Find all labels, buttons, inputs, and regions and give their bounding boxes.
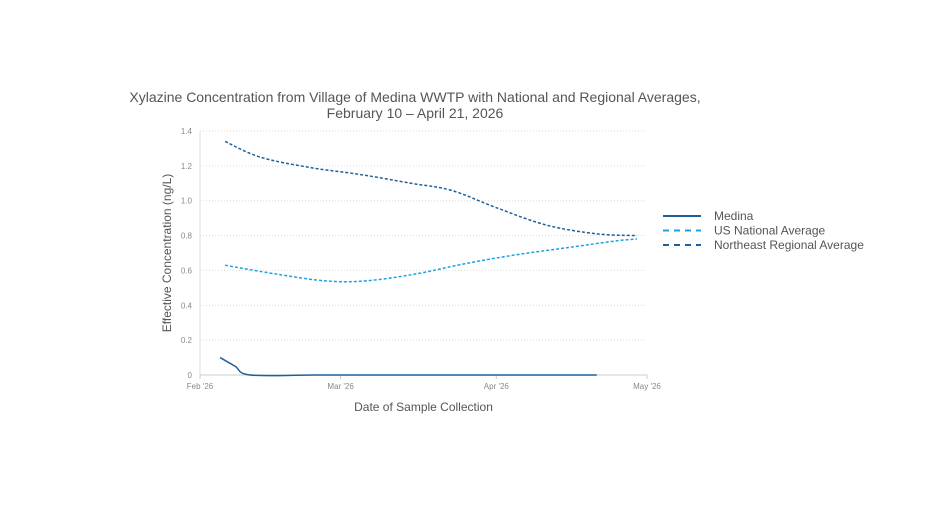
x-tick-label: Apr '26 xyxy=(484,382,510,391)
axis-layer: 0 0.2 0.4 0.6 0.8 1.0 1.2 1.4 Feb '26 Mar '26 Apr … xyxy=(181,127,662,391)
chart-title: Xylazine Concentration from Village of M… xyxy=(120,89,710,121)
series-line-medina xyxy=(219,356,597,377)
chart-title-line1: Xylazine Concentration from Village of M… xyxy=(129,89,701,105)
series-line-northeast-regional-average xyxy=(224,140,637,237)
series-line-us-national-average xyxy=(224,238,638,283)
y-tick-label: 0.2 xyxy=(181,336,193,345)
legend-label-northeast-regional-average: Northeast Regional Average xyxy=(714,238,864,252)
y-tick-label: 1.4 xyxy=(181,127,193,136)
y-tick-label: 1.0 xyxy=(181,197,193,206)
y-tick-label: 0.4 xyxy=(181,301,193,310)
x-axis-title: Date of Sample Collection xyxy=(354,400,493,414)
y-tick-label: 0 xyxy=(188,371,193,380)
series-layer xyxy=(219,140,638,377)
y-tick-label: 0.6 xyxy=(181,266,193,275)
y-tick-label: 1.2 xyxy=(181,162,193,171)
chart-subtitle: February 10 – April 21, 2026 xyxy=(326,105,504,121)
y-axis-title: Effective Concentration (ng/L) xyxy=(160,174,174,333)
x-tick-label: May '26 xyxy=(633,382,661,391)
y-tick-label: 0.8 xyxy=(181,232,193,241)
grid-layer xyxy=(200,130,647,376)
legend-label-us-national-average: US National Average xyxy=(714,224,826,238)
legend-label-medina: Medina xyxy=(714,209,754,223)
x-tick-label: Feb '26 xyxy=(187,382,214,391)
x-tick-label: Mar '26 xyxy=(327,382,354,391)
